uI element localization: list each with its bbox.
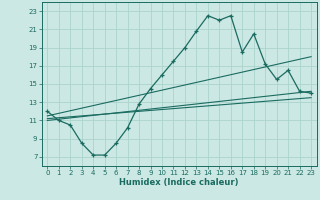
- X-axis label: Humidex (Indice chaleur): Humidex (Indice chaleur): [119, 178, 239, 187]
